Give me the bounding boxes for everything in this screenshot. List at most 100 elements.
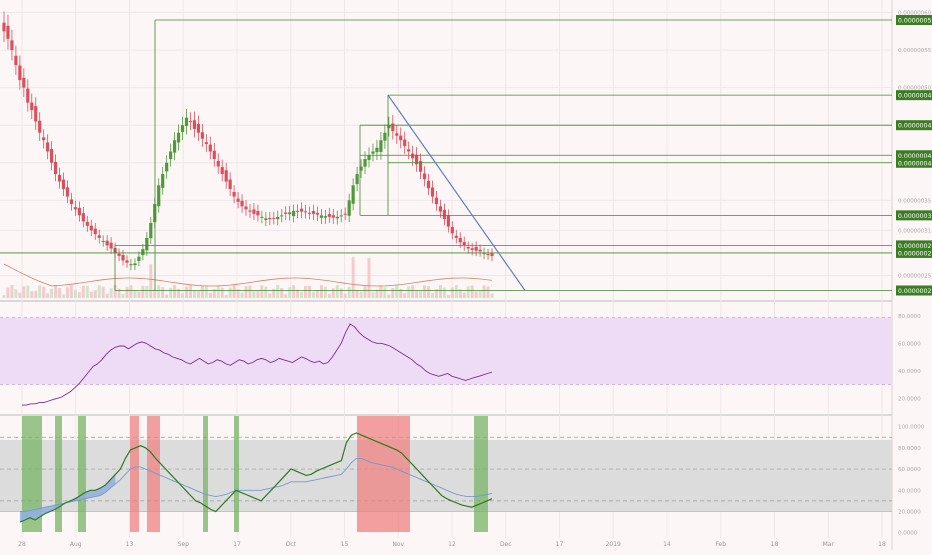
candle [184,117,189,126]
volume-bar [454,285,458,298]
candle [149,222,153,239]
green-highlight-zone [55,416,62,532]
rsi-axis-label: 60.0000 [898,341,921,347]
candle [474,246,478,251]
candle [307,212,312,214]
volume-bar [93,290,97,298]
level-label-box [896,120,932,131]
candle [486,254,490,256]
oscillator-axis-label: 20.0000 [898,509,921,515]
volume-bar [450,287,454,298]
volume-bar [423,285,427,298]
candle [14,55,18,66]
volume-bar [236,289,240,298]
price-axis-label: 0.00000050 [898,86,932,92]
candle [224,170,228,182]
volume-bar [307,285,311,298]
candle [188,120,193,122]
candle [192,120,197,129]
candle [248,210,252,212]
candle [38,120,42,133]
level-label-box [896,90,932,101]
x-tick-label: 28 [18,541,26,548]
volume-bar [482,285,486,298]
candle [387,125,391,129]
candle [268,217,272,220]
volume-bar [264,286,268,298]
candle [232,191,236,197]
oscillator-fill [20,474,116,523]
candle [6,25,10,39]
oscillator-axis-label: 0.0000 [898,531,918,537]
oscillator-axis-label: 40.0000 [898,488,921,494]
candle [57,174,62,182]
candle [22,77,26,88]
price-axis-label: 0.00000025 [898,273,932,279]
level-label: 0.00000023 [898,288,932,295]
volume-bar [478,290,482,298]
volume-bar [363,285,367,298]
candle [422,173,427,180]
candle [89,225,93,231]
candle [355,174,359,185]
volume-bar [192,290,196,298]
volume-bar [411,285,415,298]
volume-bar [200,285,204,298]
green-highlight-zone [203,416,208,532]
candle [407,149,411,152]
rsi-band [0,317,892,385]
volume-bar [359,291,363,298]
level-label: 0.00000040 [898,160,932,167]
volume-bar [367,258,371,298]
volume-bar [486,286,490,298]
candle [319,215,323,218]
candle [434,197,439,205]
volume-bar [22,286,26,298]
candle [157,185,161,207]
candle [133,263,137,266]
candle [244,206,248,210]
volume-bar [438,285,442,298]
volume-bar [101,286,105,298]
volume-bar [268,293,272,298]
price-axis-label: 0.00000031 [898,228,931,234]
candle [327,214,331,217]
candle [490,253,494,256]
volume-bar [181,293,185,298]
candle [458,237,462,243]
candle [137,256,141,261]
candle [180,125,185,132]
candle [295,210,300,212]
candle [351,185,355,204]
candle [220,167,224,175]
candle [482,252,486,254]
volume-bar [327,293,331,298]
volume-bar [109,288,113,298]
volume-bar [145,286,149,298]
volume-bar [335,285,339,298]
candle [359,166,363,171]
candle [299,208,304,212]
volume-bar [38,285,42,298]
x-tick-label: Aug [70,541,82,548]
level-label-box [896,150,932,161]
volume-bar [296,289,300,298]
volume-bar [42,286,46,298]
candle [363,159,367,167]
candle [403,139,407,147]
candle [10,40,14,51]
level-label-box [896,285,932,296]
candle [73,207,78,210]
candle [418,161,423,172]
volume-bar [125,286,129,298]
candle [450,227,454,234]
volume-bar [65,287,69,298]
level-label: 0.00000028 [898,250,932,257]
green-highlight-zone [234,416,239,532]
red-highlight-zone [130,416,139,532]
candle [367,155,371,160]
x-tick-label: Sep [178,541,190,548]
volume-bar [232,285,236,298]
candle [81,213,85,222]
